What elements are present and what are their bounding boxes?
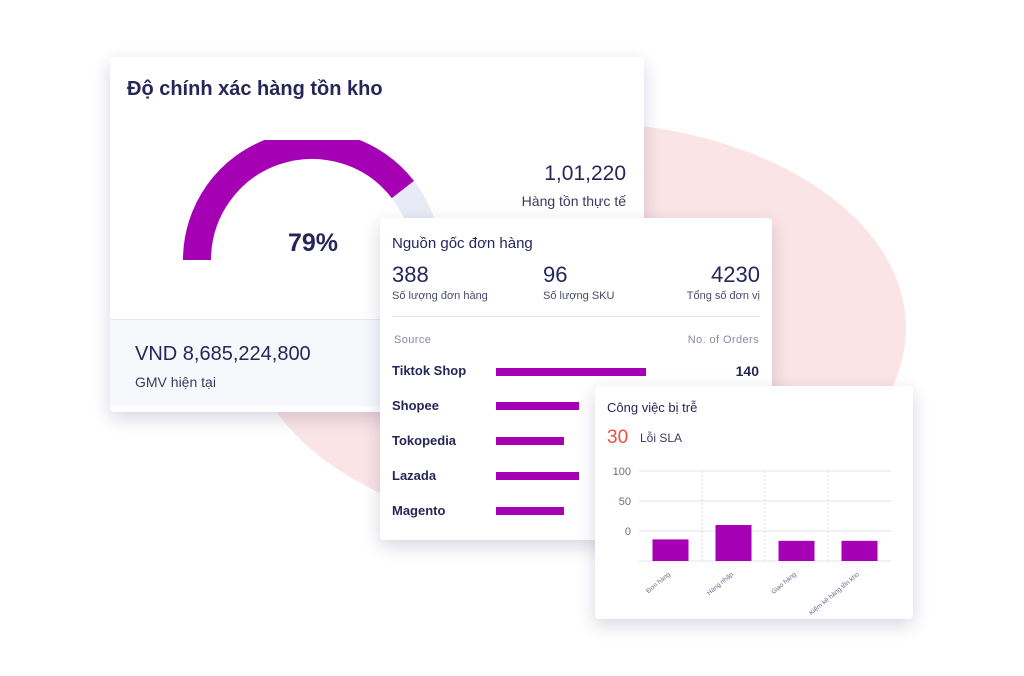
sla-label: Lỗi SLA: [640, 431, 683, 445]
metric-label: Tổng số đơn vị: [686, 290, 760, 302]
y-tick-label: 0: [625, 526, 631, 538]
metric-label: Số lượng đơn hàng: [392, 290, 488, 302]
gmv-label: GMV hiện tại: [135, 374, 216, 390]
inventory-card-title: Độ chính xác hàng tồn kho: [127, 78, 383, 100]
x-tick-label: Hàng nhập: [706, 571, 735, 597]
chart-bar: [778, 540, 815, 561]
source-bar: [496, 402, 579, 410]
metric-value: 96: [543, 262, 568, 287]
delayed-tasks-chart: 100 50 0 Đơn hàng Hàng nhập Giao hàng Kiểm kê …: [613, 466, 891, 617]
actual-stock-value: 1,01,220: [544, 162, 626, 185]
metric-orders: 388 Số lượng đơn hàng: [392, 262, 488, 302]
metric-units: 4230 Tổng số đơn vị: [687, 262, 760, 302]
column-header-source: Source: [394, 334, 432, 346]
source-name: Shopee: [392, 398, 439, 413]
chart-bar: [841, 540, 878, 561]
accuracy-gauge: [183, 140, 441, 261]
metric-value: 4230: [711, 262, 760, 287]
source-bar: [496, 368, 646, 376]
delayed-tasks-title: Công việc bị trễ: [607, 400, 698, 415]
divider: [392, 316, 760, 317]
gauge-fill: [183, 140, 414, 261]
gmv-value: VND 8,685,224,800: [135, 343, 311, 365]
source-bar: [496, 507, 564, 515]
delayed-tasks-card: Công việc bị trễ 30 Lỗi SLA 100 50 0 Đơn hà…: [595, 386, 913, 619]
order-source-title: Nguồn gốc đơn hàng: [392, 235, 533, 252]
metric-value: 388: [392, 262, 429, 287]
chart-bar: [715, 525, 752, 561]
actual-stock-label: Hàng tồn thực tế: [521, 193, 626, 209]
y-tick-label: 50: [619, 496, 631, 508]
source-bar: [496, 437, 564, 445]
source-name: Tiktok Shop: [392, 363, 467, 378]
y-tick-label: 100: [613, 466, 631, 478]
source-name: Magento: [392, 503, 446, 518]
accuracy-percentage: 79%: [288, 229, 339, 257]
order-source-card: Nguồn gốc đơn hàng 388 Số lượng đơn hàng…: [380, 218, 772, 540]
source-bar: [496, 472, 579, 480]
source-orders: 140: [735, 363, 759, 379]
sla-count: 30: [607, 427, 629, 448]
x-tick-label: Đơn hàng: [645, 571, 672, 595]
x-tick-label: Kiểm kê hàng tồn kho: [807, 569, 861, 617]
chart-bar: [652, 539, 689, 561]
metric-sku: 96 Số lượng SKU: [543, 262, 614, 302]
column-header-orders: No. of Orders: [687, 334, 759, 346]
source-name: Tokopedia: [392, 433, 457, 448]
x-tick-label: Giao hàng: [770, 571, 798, 596]
source-name: Lazada: [392, 468, 437, 483]
metric-label: Số lượng SKU: [543, 290, 615, 302]
